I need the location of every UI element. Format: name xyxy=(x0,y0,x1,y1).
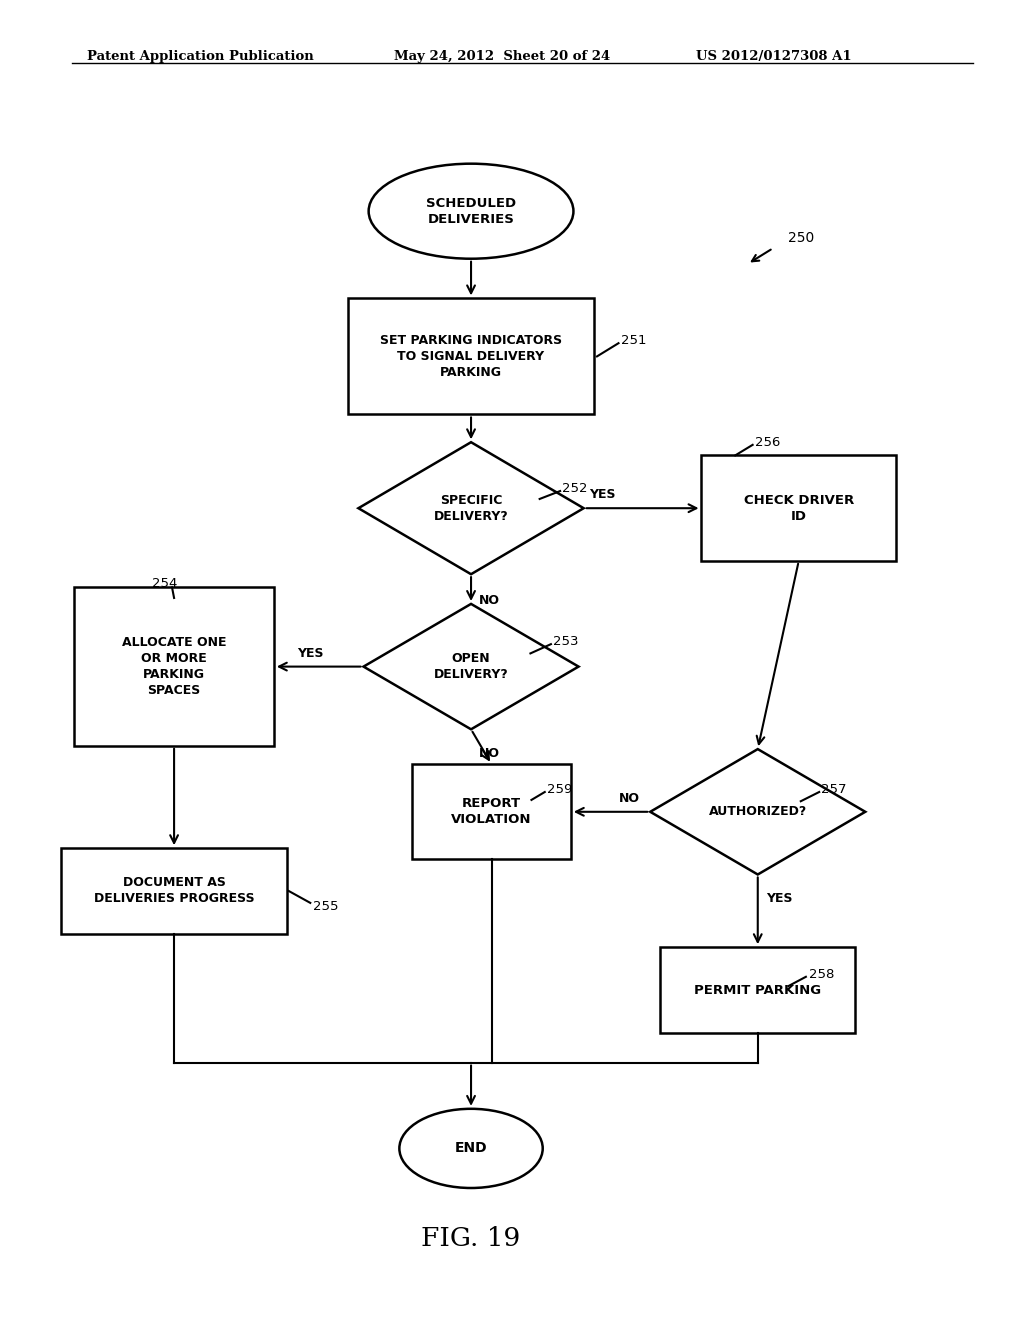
Text: 251: 251 xyxy=(621,334,646,347)
Text: 253: 253 xyxy=(553,635,579,648)
Bar xyxy=(75,587,274,746)
Text: Patent Application Publication: Patent Application Publication xyxy=(87,50,313,63)
Text: May 24, 2012  Sheet 20 of 24: May 24, 2012 Sheet 20 of 24 xyxy=(394,50,610,63)
Text: 258: 258 xyxy=(809,968,835,981)
Text: YES: YES xyxy=(589,488,615,502)
Text: 259: 259 xyxy=(547,783,572,796)
Bar xyxy=(701,455,896,561)
Text: US 2012/0127308 A1: US 2012/0127308 A1 xyxy=(696,50,852,63)
Text: NO: NO xyxy=(618,792,640,805)
Text: SPECIFIC
DELIVERY?: SPECIFIC DELIVERY? xyxy=(434,494,508,523)
Text: 254: 254 xyxy=(152,577,177,590)
Text: DOCUMENT AS
DELIVERIES PROGRESS: DOCUMENT AS DELIVERIES PROGRESS xyxy=(94,876,254,906)
Text: NO: NO xyxy=(479,747,501,759)
Text: 250: 250 xyxy=(788,231,815,244)
Text: CHECK DRIVER
ID: CHECK DRIVER ID xyxy=(743,494,854,523)
Bar xyxy=(412,764,571,859)
Text: FIG. 19: FIG. 19 xyxy=(422,1226,520,1251)
Text: PERMIT PARKING: PERMIT PARKING xyxy=(694,983,821,997)
Text: 255: 255 xyxy=(313,900,339,913)
Bar xyxy=(660,948,855,1032)
Text: 256: 256 xyxy=(755,436,780,449)
Text: NO: NO xyxy=(479,594,501,607)
Text: 257: 257 xyxy=(821,783,847,796)
Text: END: END xyxy=(455,1142,487,1155)
Text: AUTHORIZED?: AUTHORIZED? xyxy=(709,805,807,818)
Text: SCHEDULED
DELIVERIES: SCHEDULED DELIVERIES xyxy=(426,197,516,226)
Text: REPORT
VIOLATION: REPORT VIOLATION xyxy=(452,797,531,826)
Bar xyxy=(61,849,287,935)
Text: YES: YES xyxy=(766,892,793,904)
Text: YES: YES xyxy=(297,647,324,660)
Text: 252: 252 xyxy=(562,482,588,495)
Bar xyxy=(348,298,594,414)
Text: SET PARKING INDICATORS
TO SIGNAL DELIVERY
PARKING: SET PARKING INDICATORS TO SIGNAL DELIVER… xyxy=(380,334,562,379)
Text: ALLOCATE ONE
OR MORE
PARKING
SPACES: ALLOCATE ONE OR MORE PARKING SPACES xyxy=(122,636,226,697)
Text: OPEN
DELIVERY?: OPEN DELIVERY? xyxy=(434,652,508,681)
